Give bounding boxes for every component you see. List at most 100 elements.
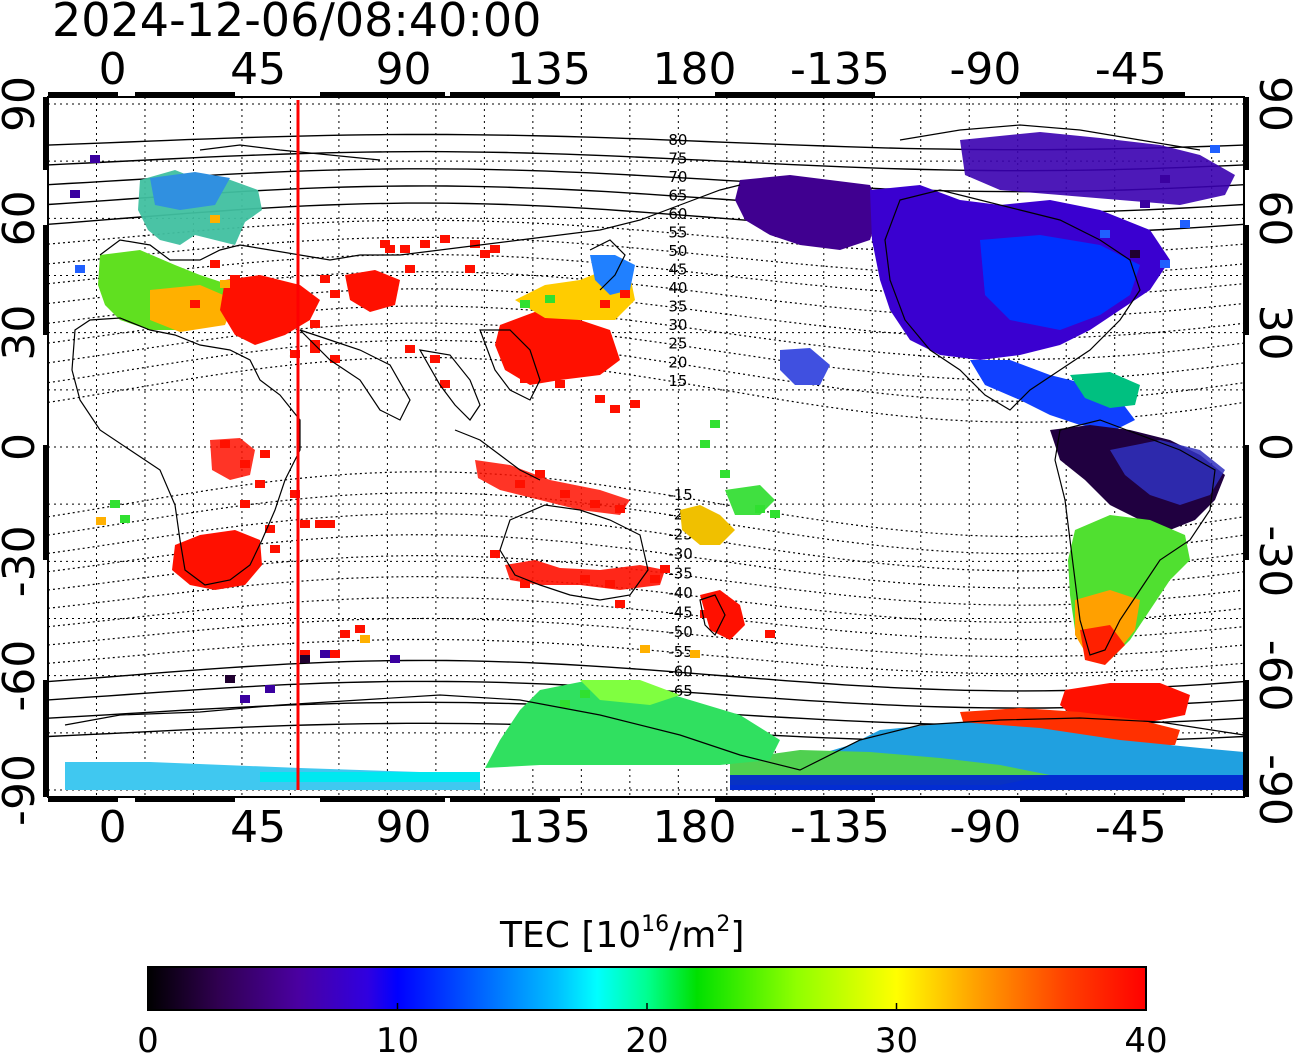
tec-point [240, 500, 250, 508]
frame-bar-bottom [1020, 796, 1185, 802]
lon-tick-label-bottom: -135 [790, 802, 890, 853]
frame-bar-left [43, 445, 49, 560]
tec-point [330, 290, 340, 298]
tec-point [310, 320, 320, 328]
lon-tick-label-top: 45 [230, 44, 286, 95]
frame-bar-left [43, 97, 49, 170]
tec-point [720, 470, 730, 478]
lat-tick-label-left: -30 [0, 525, 45, 597]
tec-point [720, 620, 730, 628]
tec-point [290, 490, 300, 498]
frame-bars [43, 92, 1249, 802]
lon-tick-label-top: -135 [790, 44, 890, 95]
mlat-label: 55 [668, 224, 687, 242]
tec-point [420, 240, 430, 248]
tec-scattered-points [70, 145, 1220, 708]
tec-region-alaska [735, 175, 880, 250]
tec-point [300, 650, 310, 658]
colorbar-tick-label: 0 [137, 1021, 159, 1057]
coastlines [64, 124, 1244, 771]
frame-bar-right [1243, 97, 1249, 170]
tec-point [330, 650, 340, 658]
tec-point [580, 575, 590, 583]
frame-bar-right [1243, 445, 1249, 560]
tec-point [480, 250, 490, 258]
colorbar-tick-label: 10 [376, 1021, 419, 1057]
tec-point [630, 400, 640, 408]
mlat-contour [48, 513, 1244, 572]
tec-point [75, 265, 85, 273]
colorbar-tick-label: 30 [875, 1021, 918, 1057]
tec-point [290, 350, 300, 358]
mlat-label: 20 [668, 353, 687, 371]
lon-tick-label-top: 180 [652, 44, 736, 95]
lat-tick-label-right: 90 [1249, 76, 1294, 132]
frame-bar-bottom [135, 796, 235, 802]
tec-point [545, 295, 555, 303]
tec-region-scandinavia-north [150, 172, 230, 210]
tec-region-central-america [970, 360, 1135, 430]
mlat-contour [48, 471, 1244, 538]
tec-point [225, 675, 235, 683]
tec-point [240, 460, 250, 468]
tec-point [700, 440, 710, 448]
tec-point [490, 245, 500, 253]
tec-region-antarctica-south-strip-cyan [260, 772, 480, 782]
tec-point [600, 300, 610, 308]
mlat-contour [48, 596, 1244, 641]
tec-point [1130, 250, 1140, 258]
mlat-label: -60 [668, 662, 693, 680]
tec-point [325, 520, 335, 528]
mlat-contour [48, 638, 1244, 675]
mlat-label: -40 [668, 584, 693, 602]
tec-region-japan-north [590, 255, 635, 295]
tec-point [700, 610, 710, 618]
tec-point [330, 355, 340, 363]
lon-tick-label-bottom: 180 [652, 802, 736, 853]
tec-region-pacific-islands [680, 505, 735, 545]
tec-point [615, 505, 625, 513]
map-plot: 8075706560555045403530252015-15-20-25-30… [43, 92, 1249, 802]
tec-point [515, 480, 525, 488]
tec-point [605, 580, 615, 588]
tec-region-central-asia [345, 270, 400, 312]
lat-tick-label-left: 60 [0, 190, 45, 246]
frame-bar-top [320, 92, 445, 98]
tec-region-north-america-east [980, 235, 1140, 330]
tec-region-new-zealand [700, 590, 745, 640]
mlat-contour [48, 339, 1244, 402]
tec-point [265, 685, 275, 693]
frame-bar-bottom [450, 796, 560, 802]
frame-bar-right [1243, 225, 1249, 335]
lon-tick-label-bottom: -45 [1095, 802, 1167, 853]
frame-bar-top [48, 92, 118, 98]
tec-point [590, 500, 600, 508]
mlat-contour [48, 575, 1244, 623]
frame-bar-top [135, 92, 235, 98]
tec-point [110, 500, 120, 508]
tec-point [96, 517, 106, 525]
mlat-label: -35 [668, 564, 693, 582]
lat-tick-label-left: 0 [0, 433, 45, 461]
tec-point [555, 380, 565, 388]
mlat-contour [48, 617, 1244, 658]
axis-labels: 0045459090135135180180-135-135-90-90-45-… [0, 44, 1294, 853]
tec-point [520, 375, 530, 383]
tec-point [440, 235, 450, 243]
tec-point [470, 240, 480, 248]
tec-point [1160, 175, 1170, 183]
lat-tick-label-right: 30 [1249, 305, 1294, 361]
tec-point [520, 345, 530, 353]
tec-point [190, 300, 200, 308]
tec-point [690, 650, 700, 658]
tec-region-east-asia [495, 310, 620, 385]
tec-point [300, 520, 310, 528]
mlat-label: 45 [668, 261, 687, 279]
lat-tick-label-left: -90 [0, 754, 45, 826]
mlat-label: 75 [668, 150, 687, 168]
tec-point [1140, 200, 1150, 208]
tec-point [660, 565, 670, 573]
tec-point [310, 340, 320, 348]
mlat-contour [48, 219, 1244, 256]
tec-point [405, 345, 415, 353]
